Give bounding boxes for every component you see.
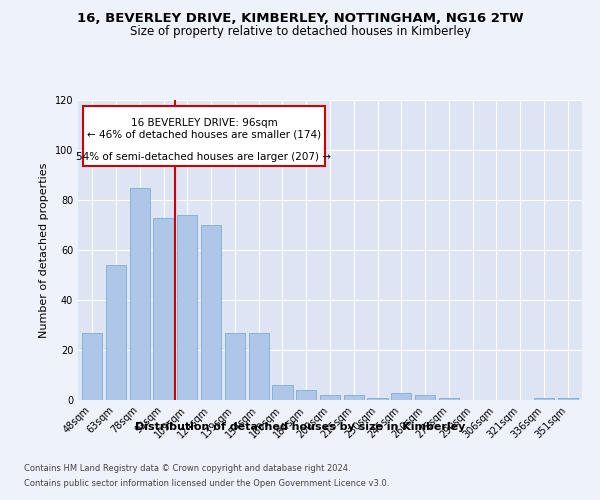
Text: Contains public sector information licensed under the Open Government Licence v3: Contains public sector information licen… — [24, 479, 389, 488]
Bar — [534, 398, 554, 400]
Bar — [391, 392, 412, 400]
Bar — [320, 395, 340, 400]
Y-axis label: Number of detached properties: Number of detached properties — [39, 162, 49, 338]
Bar — [367, 398, 388, 400]
Bar — [154, 218, 173, 400]
Bar — [415, 395, 435, 400]
Text: Distribution of detached houses by size in Kimberley: Distribution of detached houses by size … — [135, 422, 465, 432]
Text: 54% of semi-detached houses are larger (207) →: 54% of semi-detached houses are larger (… — [77, 152, 331, 162]
Bar — [296, 390, 316, 400]
Bar — [106, 265, 126, 400]
Bar — [201, 225, 221, 400]
Bar — [82, 332, 103, 400]
Text: Size of property relative to detached houses in Kimberley: Size of property relative to detached ho… — [130, 25, 470, 38]
Text: ← 46% of detached houses are smaller (174): ← 46% of detached houses are smaller (17… — [87, 130, 321, 140]
Bar — [439, 398, 459, 400]
FancyBboxPatch shape — [83, 106, 325, 166]
Bar — [130, 188, 150, 400]
Bar — [272, 385, 293, 400]
Text: 16 BEVERLEY DRIVE: 96sqm: 16 BEVERLEY DRIVE: 96sqm — [131, 118, 277, 128]
Text: Contains HM Land Registry data © Crown copyright and database right 2024.: Contains HM Land Registry data © Crown c… — [24, 464, 350, 473]
Bar — [344, 395, 364, 400]
Bar — [248, 332, 269, 400]
Bar — [557, 398, 578, 400]
Text: 16, BEVERLEY DRIVE, KIMBERLEY, NOTTINGHAM, NG16 2TW: 16, BEVERLEY DRIVE, KIMBERLEY, NOTTINGHA… — [77, 12, 523, 26]
Bar — [177, 215, 197, 400]
Bar — [225, 332, 245, 400]
